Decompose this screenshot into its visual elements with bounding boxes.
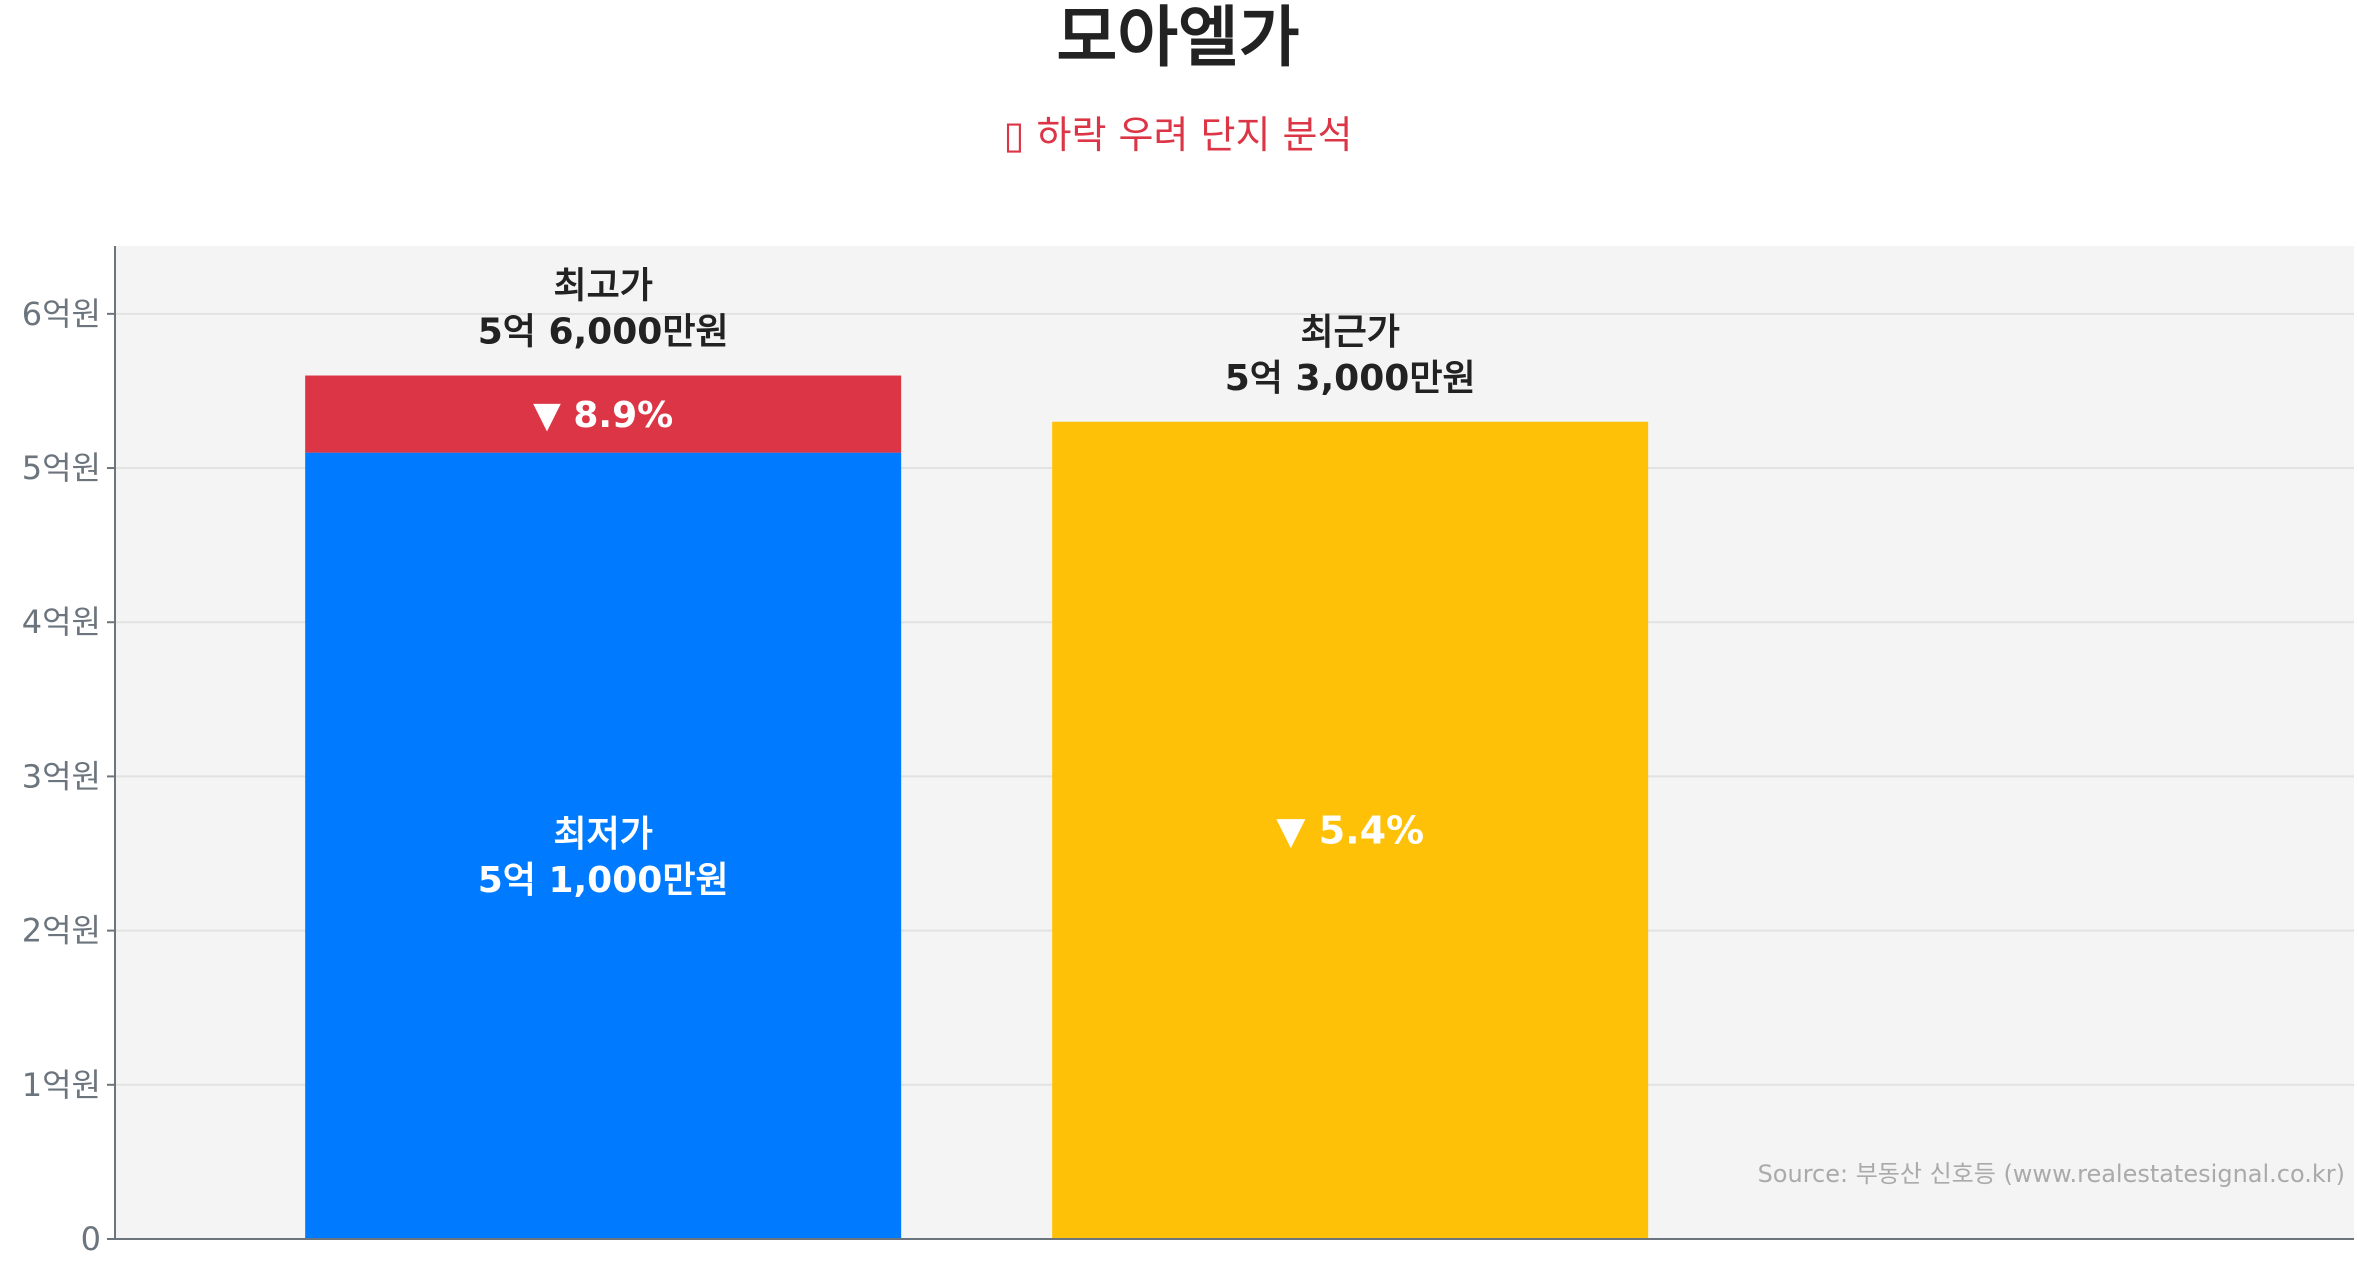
- bar-recent: [1052, 421, 1649, 1239]
- y-tick-label: 1억원: [22, 1066, 101, 1104]
- y-tick-label: 6억원: [22, 295, 101, 333]
- chart-title: 모아엘가: [1057, 0, 1300, 76]
- bar-low: [305, 452, 902, 1239]
- bar-drop-label: ▼ 8.9%: [533, 395, 673, 436]
- y-tick-label: 3억원: [22, 757, 101, 795]
- y-tick-label: 4억원: [22, 603, 101, 641]
- source-note: Source: 부동산 신호등 (www.realestatesignal.co…: [1758, 1160, 2345, 1188]
- bar-top-label: 5억 6,000만원: [478, 312, 729, 353]
- chart-subtitle: ▯ 하락 우려 단지 분석: [1004, 113, 1353, 157]
- bar-top-label: 최고가: [553, 266, 652, 307]
- y-tick-label: 5억원: [22, 449, 101, 487]
- bar-drop: [305, 375, 902, 453]
- y-tick-label: 0: [81, 1220, 101, 1258]
- bar-inner-label: 5억 1,000만원: [478, 860, 729, 901]
- bar-top-label: 최근가: [1300, 312, 1399, 353]
- y-tick-label: 2억원: [22, 912, 101, 950]
- bar-inner-label: 최저가: [553, 814, 652, 855]
- bar-inner-label: ▼ 5.4%: [1276, 808, 1424, 852]
- bar-top-label: 5억 3,000만원: [1225, 358, 1476, 399]
